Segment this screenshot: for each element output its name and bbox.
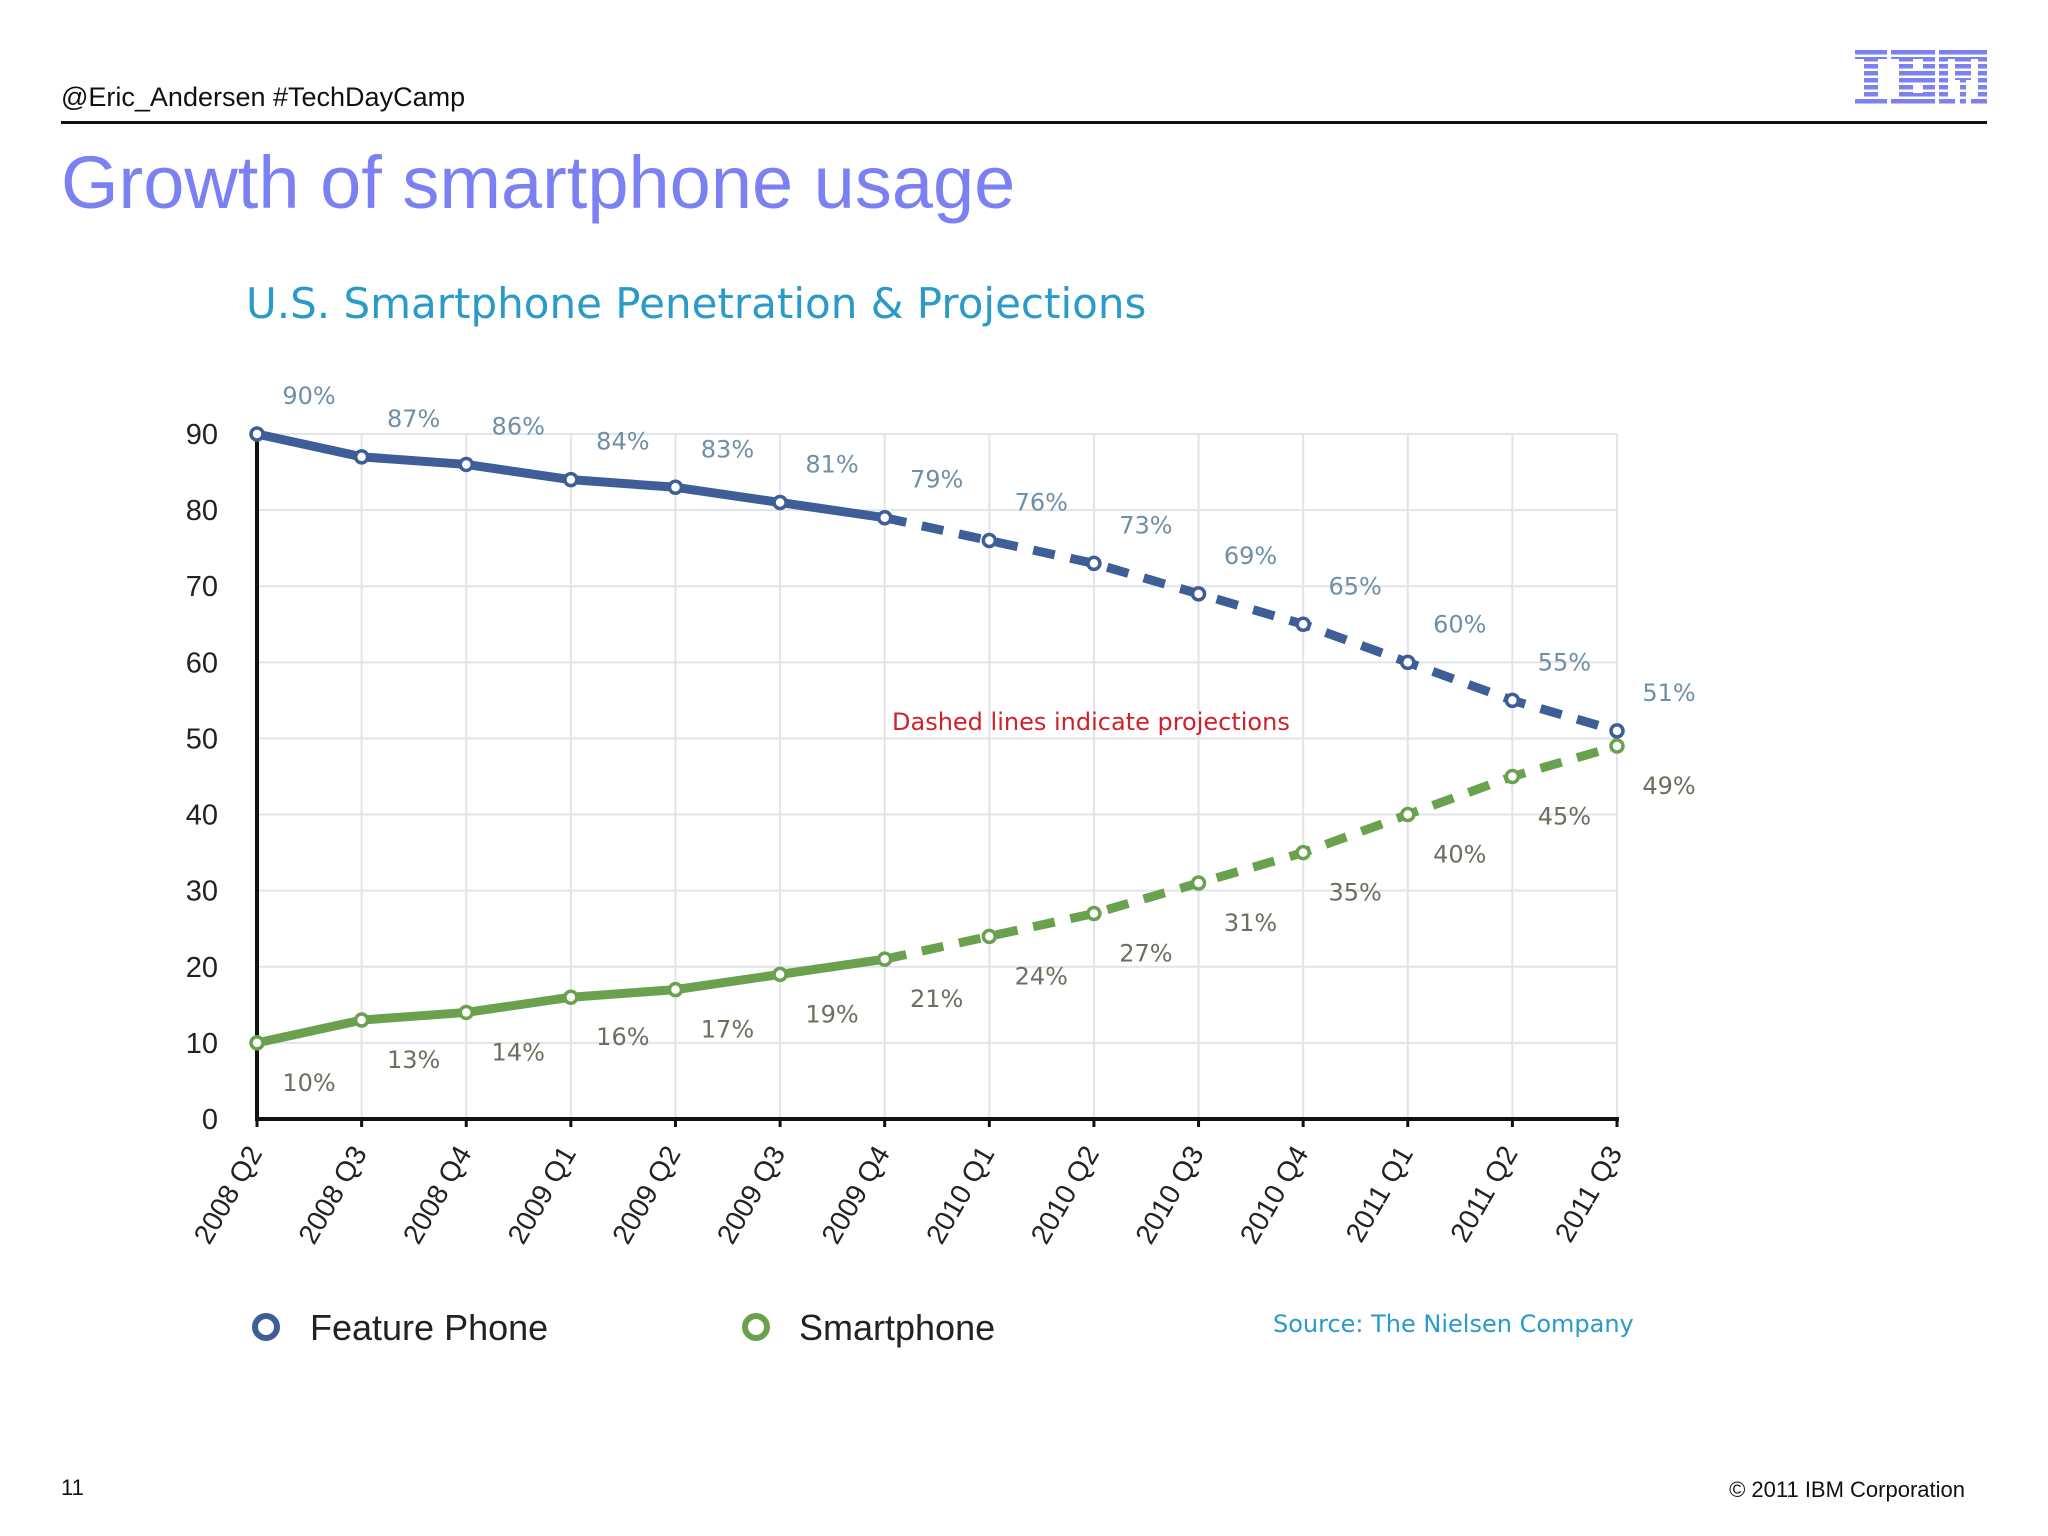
ibm-logo [1855,50,1987,106]
header-divider [61,121,1987,124]
feature-phone-data-label: 79% [910,466,963,494]
smartphone-data-label: 49% [1642,772,1695,800]
x-tick-label: 2009 Q4 [815,1141,896,1250]
chart-title: U.S. Smartphone Penetration & Projection… [246,279,1146,328]
feature-phone-data-label: 83% [701,435,754,463]
smartphone-data-label: 16% [596,1023,649,1051]
feature-phone-data-label: 51% [1642,679,1695,707]
x-tick-label: 2009 Q2 [606,1141,687,1250]
feature-phone-data-label: 84% [596,428,649,456]
smartphone-data-label: 24% [1015,962,1068,990]
feature-phone-data-label: 90% [282,382,335,410]
feature-phone-point [772,494,788,511]
feature-phone-point [1400,654,1416,671]
feature-phone-point [1295,616,1311,633]
smartphone-point [981,928,998,945]
smartphone-point [1086,905,1102,922]
y-tick-label: 80 [186,495,218,527]
x-tick-label: 2010 Q1 [920,1141,1001,1250]
smartphone-data-label: 13% [387,1046,440,1074]
legend-label-smartphone: Smartphone [799,1307,995,1348]
y-tick-label: 20 [186,952,218,984]
y-tick-label: 50 [186,723,218,755]
feature-phone-point [876,509,893,526]
smartphone-data-label: 27% [1119,940,1172,968]
x-tick-label: 2009 Q3 [711,1141,792,1250]
feature-phone-point [563,471,579,488]
smartphone-point [563,989,579,1005]
feature-phone-point [1609,723,1625,739]
legend: Feature Phone Smartphone [252,1307,995,1348]
legend-marker-feature-phone [252,1313,280,1341]
smartphone-data-label: 19% [805,1000,858,1028]
feature-phone-data-label: 81% [805,451,858,479]
x-tick-label: 2010 Q4 [1234,1141,1315,1250]
feature-phone-data-label: 73% [1119,511,1172,539]
header-handle: @Eric_Andersen #TechDayCamp [61,82,466,112]
x-tick-label: 2010 Q2 [1025,1141,1106,1250]
x-tick-label: 2008 Q4 [397,1141,478,1250]
projection-annotation: Dashed lines indicate projections [892,708,1290,736]
x-tick-label: 2008 Q2 [188,1141,269,1250]
x-tick-label: 2008 Q3 [292,1141,373,1250]
page-number: 11 [61,1475,84,1500]
x-tick-label: 2010 Q3 [1129,1141,1210,1250]
feature-phone-point [1504,692,1521,709]
feature-phone-point [353,449,370,465]
smartphone-data-label: 45% [1538,803,1591,831]
feature-phone-data-label: 55% [1538,648,1591,676]
feature-phone-point [458,456,474,473]
source-note: Source: The Nielsen Company [1273,1310,1634,1338]
feature-phone-data-label: 86% [492,412,545,440]
smartphone-point [667,981,684,998]
x-tick-label: 2009 Q1 [501,1141,582,1250]
feature-phone-data-label: 65% [1328,572,1381,600]
legend-marker-smartphone [742,1313,770,1341]
smartphone-data-label: 35% [1328,879,1381,907]
copyright: © 2011 IBM Corporation [1729,1477,1965,1502]
smartphone-point [1190,875,1207,891]
x-tick-label: 2011 Q3 [1549,1141,1629,1248]
feature-phone-point [249,426,265,442]
feature-phone-line-projection [883,513,1619,736]
feature-phone-data-label: 87% [387,405,440,433]
smartphone-data-label: 14% [492,1038,545,1066]
smartphone-data-label: 31% [1224,909,1277,937]
slide-title: Growth of smartphone usage [61,141,1016,224]
feature-phone-point [667,479,684,496]
y-tick-label: 10 [186,1028,218,1060]
y-tick-label: 0 [202,1104,218,1136]
smartphone-point [1295,844,1311,861]
feature-phone-data-label: 76% [1015,489,1068,517]
smartphone-data-label: 10% [282,1069,335,1097]
feature-phone-data-label: 60% [1433,610,1486,638]
smartphone-line-projection [883,741,1619,964]
smartphone-point [249,1035,265,1051]
y-tick-label: 40 [186,800,218,832]
smartphone-point [458,1004,474,1021]
smartphone-point [1504,768,1521,785]
feature-phone-point [1190,586,1207,602]
feature-phone-point [1086,555,1102,572]
legend-label-feature-phone: Feature Phone [310,1307,548,1348]
smartphone-point [1609,738,1625,754]
smartphone-point [1400,806,1416,823]
smartphone-data-label: 40% [1433,841,1486,869]
smartphone-point [876,951,893,967]
y-tick-label: 70 [186,571,218,603]
smartphone-data-label: 17% [701,1016,754,1044]
feature-phone-point [981,532,998,549]
smartphone-point [772,966,788,983]
x-tick-label: 2011 Q2 [1444,1141,1524,1248]
x-tick-label: 2011 Q1 [1339,1141,1419,1248]
feature-phone-data-label: 69% [1224,542,1277,570]
y-tick-label: 60 [186,647,218,679]
y-tick-label: 30 [186,876,218,908]
y-tick-label: 90 [186,419,218,451]
smartphone-data-label: 21% [910,985,963,1013]
smartphone-point [353,1012,370,1028]
